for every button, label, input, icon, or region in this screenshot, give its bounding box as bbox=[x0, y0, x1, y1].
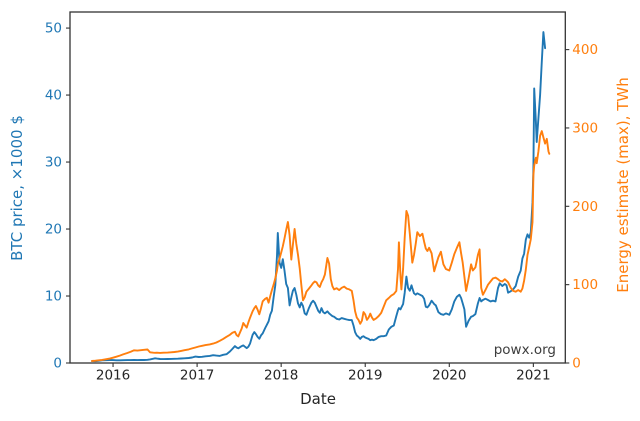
btc-price-line bbox=[91, 31, 547, 363]
y-tick-label-right: 400 bbox=[572, 42, 598, 58]
energy-estimate-line bbox=[91, 130, 551, 362]
x-tick-label: 2021 bbox=[516, 368, 550, 384]
watermark: powx.org bbox=[493, 342, 556, 358]
y-tick-label-right: 100 bbox=[572, 277, 598, 293]
y-tick-label-right: 300 bbox=[572, 120, 598, 136]
y-tick-label-left: 0 bbox=[53, 356, 62, 372]
y-axis-label-right: Energy estimate (max), TWh bbox=[614, 77, 632, 293]
y-tick-label-left: 50 bbox=[45, 21, 62, 37]
y-tick-label-left: 10 bbox=[45, 289, 62, 305]
x-tick-label: 2016 bbox=[96, 368, 130, 384]
y-tick-label-right: 200 bbox=[572, 199, 598, 215]
y-tick-label-right: 0 bbox=[572, 356, 581, 372]
x-tick-label: 2018 bbox=[264, 368, 298, 384]
y-tick-label-left: 40 bbox=[45, 88, 62, 104]
y-tick-label-left: 20 bbox=[45, 222, 62, 238]
y-axis-label-left: BTC price, ×1000 $ bbox=[8, 115, 26, 261]
plot-frame bbox=[69, 11, 566, 364]
y-tick-label-left: 30 bbox=[45, 155, 62, 171]
x-axis-label: Date bbox=[300, 390, 336, 408]
x-tick-label: 2020 bbox=[432, 368, 466, 384]
x-tick-label: 2019 bbox=[348, 368, 382, 384]
x-tick-label: 2017 bbox=[180, 368, 214, 384]
